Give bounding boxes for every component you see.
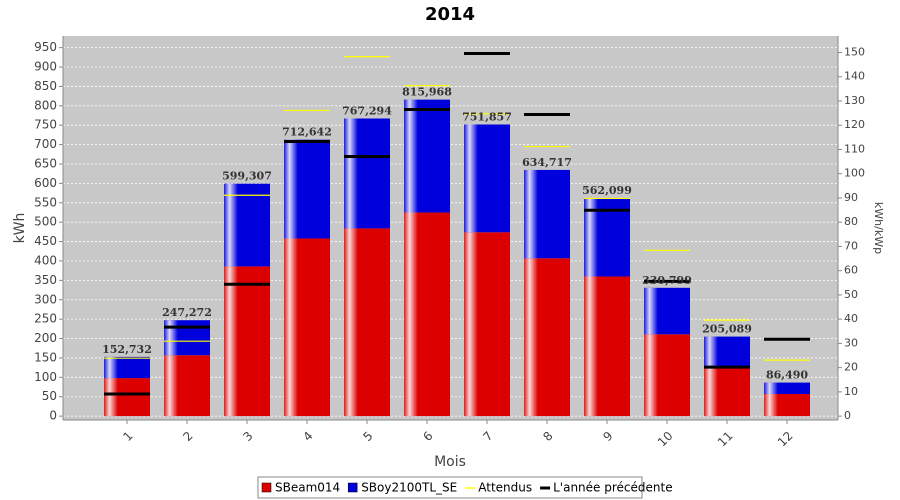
y-tick-label: 650 — [34, 157, 57, 171]
y2-tick-label: 40 — [844, 312, 858, 325]
y2-tick-label: 100 — [844, 167, 865, 180]
legend — [257, 476, 643, 499]
y-tick-label: 950 — [34, 40, 57, 54]
legend-label: SBeam014 — [275, 481, 340, 495]
y-tick-label: 800 — [34, 98, 57, 112]
bar-shine — [284, 139, 330, 239]
y2-tick-label: 90 — [844, 191, 858, 204]
y2-tick-label: 0 — [844, 409, 851, 422]
bar-shine — [344, 228, 390, 417]
legend-swatch — [261, 482, 272, 493]
bar-shine — [764, 394, 810, 417]
legend-label: L'année précédente — [553, 481, 672, 495]
data-label: 712,642 — [282, 126, 332, 139]
y2-tick-label: 120 — [844, 118, 865, 131]
bar-shine — [284, 238, 330, 417]
y-tick-label: 600 — [34, 176, 57, 190]
data-label: 751,857 — [462, 110, 512, 123]
x-tick-label: 2 — [180, 429, 195, 444]
x-tick-label: 6 — [420, 429, 435, 444]
data-label: 205,089 — [702, 323, 752, 336]
legend-label: SBoy2100TL_SE — [361, 481, 457, 495]
legend-label: Attendus — [478, 481, 532, 495]
y-tick-label: 200 — [34, 331, 57, 345]
y-tick-label: 0 — [49, 409, 57, 423]
bar-shine — [464, 124, 510, 233]
y2-tick-label: 30 — [844, 336, 858, 349]
bar-shine — [524, 169, 570, 259]
legend-swatch — [347, 482, 358, 493]
y-tick-label: 350 — [34, 273, 57, 287]
x-axis-title: Mois — [434, 454, 466, 470]
bar-shine — [164, 355, 210, 417]
y2-axis-title: kWh/kWp — [872, 202, 885, 254]
y-tick-label: 100 — [34, 370, 57, 384]
bar-shine — [644, 287, 690, 335]
y-tick-label: 50 — [42, 389, 57, 403]
bar-shine — [404, 212, 450, 417]
x-tick-label: 3 — [240, 429, 255, 444]
data-label: 634,717 — [522, 156, 572, 169]
y-tick-label: 750 — [34, 118, 57, 132]
y-tick-label: 450 — [34, 234, 57, 248]
y-tick-label: 550 — [34, 195, 57, 209]
bar-shine — [344, 118, 390, 229]
bar-shine — [224, 183, 270, 267]
bar-shine — [104, 378, 150, 417]
data-label: 330,799 — [642, 274, 692, 287]
y2-tick-label: 10 — [844, 385, 858, 398]
y-tick-label: 400 — [34, 253, 57, 267]
x-tick-label: 1 — [120, 429, 135, 444]
y-tick-label: 700 — [34, 137, 57, 151]
y2-tick-label: 80 — [844, 215, 858, 228]
y-axis-title: kWh — [12, 213, 28, 244]
data-label: 767,294 — [342, 105, 392, 118]
x-tick-label: 7 — [480, 429, 495, 444]
y-tick-label: 300 — [34, 292, 57, 306]
y-tick-label: 250 — [34, 312, 57, 326]
bar-shine — [524, 258, 570, 417]
y-tick-label: 500 — [34, 215, 57, 229]
bar-shine — [644, 334, 690, 417]
y2-tick-label: 110 — [844, 142, 865, 155]
bar-shine — [584, 276, 630, 417]
x-tick-label: 8 — [540, 429, 555, 444]
bar-shine — [464, 232, 510, 417]
data-label: 562,099 — [582, 184, 632, 197]
y2-tick-label: 50 — [844, 288, 858, 301]
bar-shine — [704, 336, 750, 367]
bar-shine — [704, 366, 750, 417]
y-tick-label: 150 — [34, 350, 57, 364]
x-tick-label: 4 — [300, 429, 315, 444]
bar-shine — [224, 266, 270, 417]
y2-tick-label: 20 — [844, 361, 858, 374]
bar-shine — [104, 356, 150, 379]
x-tick-label: 5 — [360, 429, 375, 444]
bar-shine — [404, 99, 450, 213]
x-tick-label: 9 — [600, 429, 615, 444]
x-tick-label: 12 — [775, 429, 796, 450]
y2-tick-label: 70 — [844, 239, 858, 252]
data-label: 86,490 — [766, 369, 808, 382]
y-tick-label: 900 — [34, 60, 57, 74]
y2-tick-label: 140 — [844, 70, 865, 83]
x-tick-label: 10 — [655, 429, 676, 450]
x-tick-label: 11 — [715, 429, 736, 450]
y2-tick-label: 150 — [844, 45, 865, 58]
chart-title: 2014 — [425, 4, 475, 25]
data-label: 599,307 — [222, 170, 272, 183]
y-tick-label: 850 — [34, 79, 57, 93]
data-label: 247,272 — [162, 306, 212, 319]
data-label: 152,732 — [102, 343, 152, 356]
y2-tick-label: 60 — [844, 264, 858, 277]
y2-tick-label: 130 — [844, 94, 865, 107]
data-label: 815,968 — [402, 86, 452, 99]
bar-shine — [764, 382, 810, 395]
bar-shine — [164, 320, 210, 356]
